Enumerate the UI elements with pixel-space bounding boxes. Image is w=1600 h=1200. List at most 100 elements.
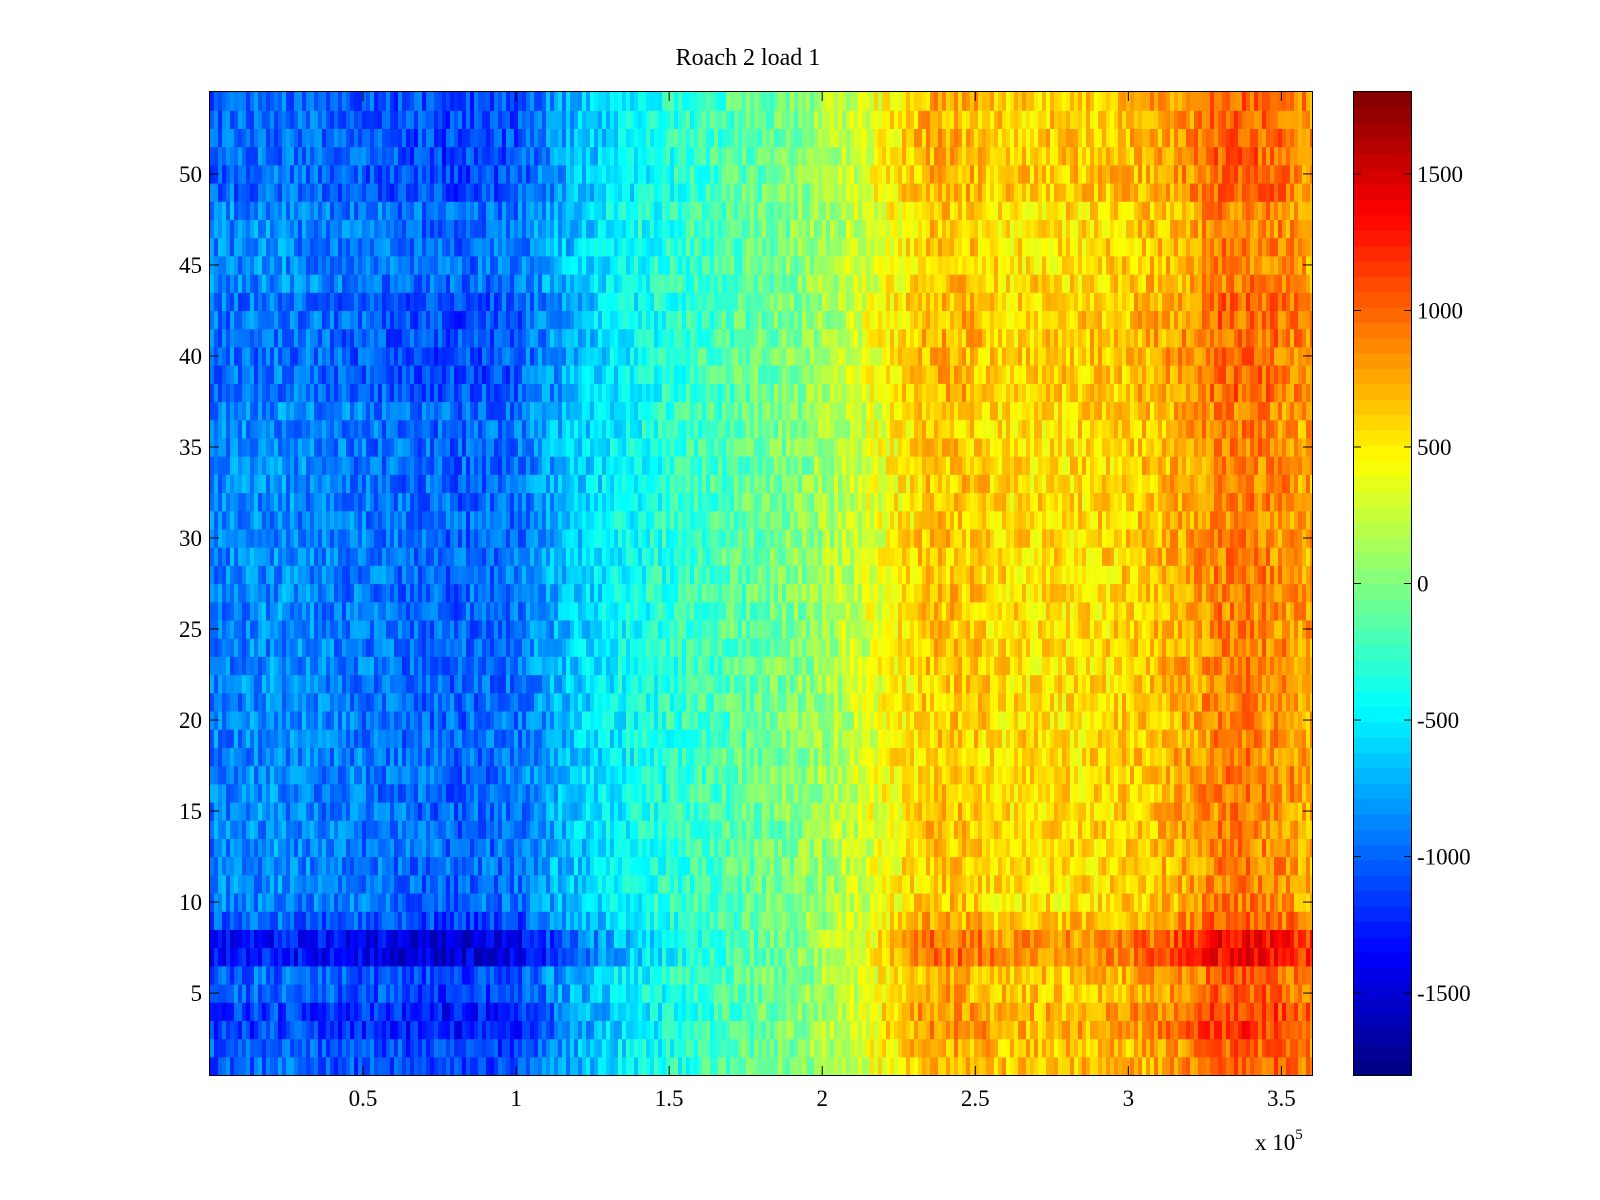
heatmap-cell <box>358 765 362 785</box>
heatmap-cell <box>1170 838 1174 858</box>
heatmap-cell <box>554 747 558 767</box>
heatmap-cell <box>562 947 566 967</box>
heatmap-cell <box>1218 929 1222 949</box>
heatmap-cell <box>750 801 754 821</box>
heatmap-cell <box>526 874 530 894</box>
heatmap-cell <box>354 783 358 803</box>
heatmap-cell <box>1174 783 1178 803</box>
heatmap-cell <box>426 801 430 821</box>
heatmap-cell <box>262 1020 266 1040</box>
heatmap-cell <box>1082 1038 1086 1058</box>
heatmap-cell <box>1310 765 1312 785</box>
heatmap-cell <box>1002 1038 1006 1058</box>
heatmap-cell <box>350 929 354 949</box>
heatmap-cell <box>506 1056 510 1076</box>
heatmap-cell <box>554 911 558 930</box>
heatmap-cell <box>462 892 466 912</box>
heatmap-cell <box>730 1056 734 1076</box>
heatmap-cell <box>630 838 634 858</box>
heatmap-cell <box>1094 856 1098 876</box>
heatmap-cell <box>1034 783 1038 803</box>
heatmap-cell <box>1158 1020 1162 1040</box>
heatmap-cell <box>830 838 834 858</box>
heatmap-cell <box>898 947 902 967</box>
heatmap-cell <box>406 1038 410 1058</box>
heatmap-cell <box>786 1038 790 1058</box>
heatmap-cell <box>574 911 578 930</box>
heatmap-cell <box>502 892 506 912</box>
heatmap-cell <box>830 1020 834 1040</box>
heatmap-cell <box>466 1002 470 1021</box>
heatmap-cell <box>934 801 938 821</box>
heatmap-cell <box>310 892 314 912</box>
heatmap-cell <box>890 892 894 912</box>
heatmap-cell <box>1282 874 1286 894</box>
heatmap-cell <box>230 965 234 985</box>
heatmap-cell <box>370 965 374 985</box>
heatmap-cell <box>386 983 390 1003</box>
heatmap-cell <box>758 783 762 803</box>
heatmap-cell <box>294 1038 298 1058</box>
heatmap-cell <box>778 911 782 930</box>
heatmap-cell <box>602 874 606 894</box>
heatmap-cell <box>294 947 298 967</box>
heatmap-cell <box>1234 929 1238 949</box>
heatmap-cell <box>746 747 750 767</box>
heatmap-cell <box>714 874 718 894</box>
heatmap-cell <box>1166 820 1170 839</box>
heatmap-cell <box>1178 1002 1182 1021</box>
heatmap-cell <box>1210 1020 1214 1040</box>
heatmap-cell <box>678 820 682 839</box>
heatmap-cell <box>390 1038 394 1058</box>
heatmap-cell <box>894 747 898 767</box>
heatmap-cell <box>610 1002 614 1021</box>
heatmap-cell <box>1098 747 1102 767</box>
heatmap-cell <box>414 1002 418 1021</box>
heatmap-cell <box>770 929 774 949</box>
heatmap-cell <box>426 947 430 967</box>
heatmap-cell <box>1290 911 1294 930</box>
heatmap-cell <box>478 947 482 967</box>
heatmap-cell <box>694 929 698 949</box>
heatmap-cell <box>1214 874 1218 894</box>
heatmap-cell <box>802 747 806 767</box>
heatmap-cell <box>358 965 362 985</box>
heatmap-cell <box>526 747 530 767</box>
heatmap-cell <box>458 747 462 767</box>
heatmap-cell <box>866 856 870 876</box>
heatmap-cell <box>682 1020 686 1040</box>
heatmap-cell <box>686 820 690 839</box>
heatmap-cell <box>634 765 638 785</box>
heatmap-cell <box>226 947 230 967</box>
heatmap-cell <box>726 765 730 785</box>
heatmap-cell <box>354 911 358 930</box>
heatmap-cell <box>1010 965 1014 985</box>
heatmap-cell <box>810 983 814 1003</box>
heatmap-cell <box>958 801 962 821</box>
heatmap-cell <box>1214 983 1218 1003</box>
heatmap-cell <box>542 947 546 967</box>
heatmap-cell <box>1006 965 1010 985</box>
heatmap-cell <box>838 801 842 821</box>
heatmap-cell <box>286 1020 290 1040</box>
heatmap-cell <box>1158 801 1162 821</box>
heatmap-cell <box>726 801 730 821</box>
heatmap-cell <box>1102 783 1106 803</box>
heatmap-cell <box>1138 1038 1142 1058</box>
heatmap-cell <box>1254 801 1258 821</box>
heatmap-cell <box>1118 783 1122 803</box>
heatmap-cell <box>878 801 882 821</box>
heatmap-cell <box>622 783 626 803</box>
heatmap-cell <box>494 838 498 858</box>
heatmap-cell <box>398 820 402 839</box>
heatmap-cell <box>510 801 514 821</box>
heatmap-cell <box>210 911 214 930</box>
heatmap-cell <box>686 801 690 821</box>
heatmap-cell <box>430 1056 434 1076</box>
heatmap-cell <box>858 1002 862 1021</box>
heatmap-cell <box>686 965 690 985</box>
heatmap-cell <box>626 965 630 985</box>
heatmap-cell <box>1230 1056 1234 1076</box>
heatmap-cell <box>550 874 554 894</box>
heatmap-cell <box>834 1038 838 1058</box>
